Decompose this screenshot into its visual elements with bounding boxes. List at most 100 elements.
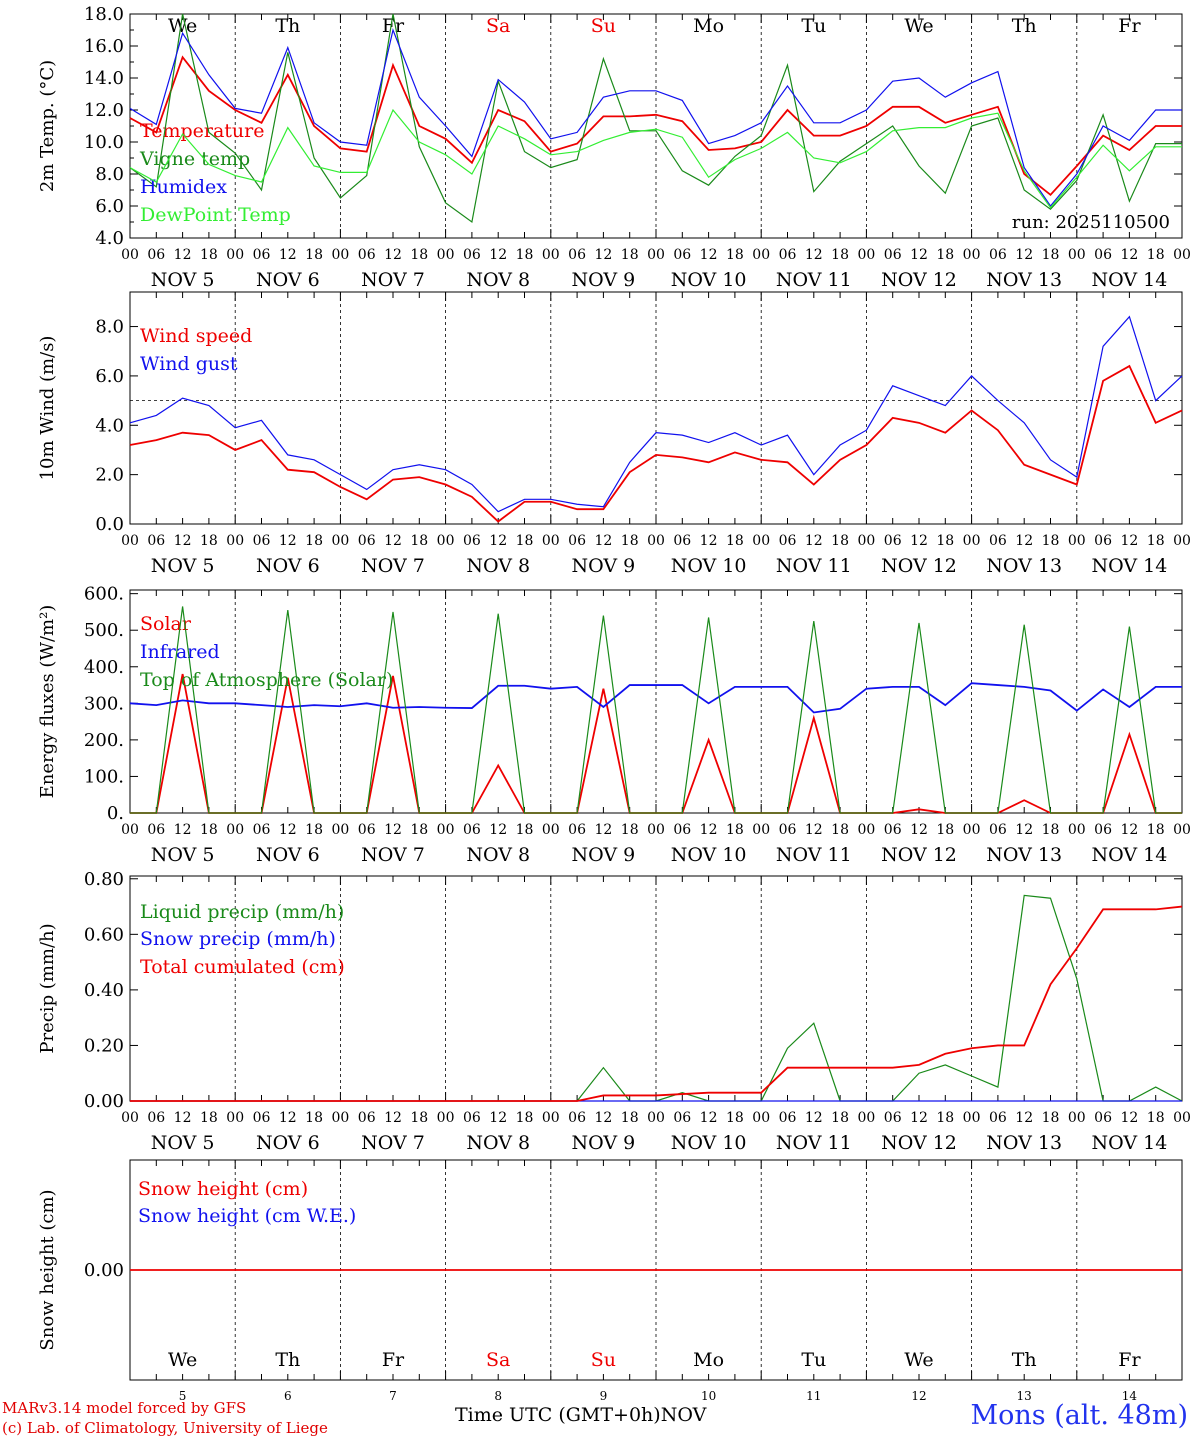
energy-date-label: NOV 5: [151, 844, 215, 866]
temp-ytick-label: 16.0: [84, 36, 124, 57]
x-axis-month: NOV: [660, 1404, 707, 1426]
energy-ytick-label: 400.: [84, 657, 124, 678]
precip-date-label: NOV 8: [466, 1132, 530, 1154]
wind-hour-label: 12: [594, 533, 612, 549]
wind-hour-label: 00: [857, 533, 875, 549]
temp-day-name: Th: [275, 15, 300, 37]
energy-legend-entry: Solar: [140, 613, 192, 635]
snow-day-name: Mo: [693, 1349, 724, 1371]
energy-hour-label: 00: [857, 822, 875, 838]
wind-hour-label: 00: [226, 533, 244, 549]
precip-date-label: NOV 12: [881, 1132, 957, 1154]
wind-hour-label: 18: [516, 533, 534, 549]
wind-date-label: NOV 5: [151, 555, 215, 577]
temp-ytick-label: 18.0: [84, 4, 124, 25]
wind-hour-label: 06: [1094, 533, 1112, 549]
energy-hour-label: 12: [384, 822, 402, 838]
temp-day-name: Th: [1012, 15, 1037, 37]
energy-hour-label: 06: [673, 822, 691, 838]
precip-hour-label: 18: [410, 1110, 428, 1126]
temp-hour-label: 18: [200, 247, 218, 263]
energy-legend-entry: Infrared: [140, 641, 220, 663]
wind-date-label: NOV 7: [361, 555, 425, 577]
snow-date-label: 6: [284, 1389, 292, 1403]
wind-hour-label: 00: [752, 533, 770, 549]
energy-date-label: NOV 7: [361, 844, 425, 866]
temp-hour-label: 18: [936, 247, 954, 263]
precip-hour-label: 00: [647, 1110, 665, 1126]
energy-hour-label: 12: [910, 822, 928, 838]
energy-ytick-label: 300.: [84, 693, 124, 714]
precip-hour-label: 18: [621, 1110, 639, 1126]
energy-hour-label: 18: [831, 822, 849, 838]
precip-date-label: NOV 13: [986, 1132, 1062, 1154]
wind-legend-entry: Wind speed: [140, 325, 252, 347]
temp-ytick-label: 14.0: [84, 68, 124, 89]
temp-day-name: Su: [591, 15, 616, 37]
x-axis-label: Time UTC (GMT+0h)NOV: [455, 1404, 706, 1426]
temp-hour-label: 00: [647, 247, 665, 263]
wind-date-label: NOV 13: [986, 555, 1062, 577]
temp-date-label: NOV 14: [1091, 269, 1167, 291]
energy-hour-label: 18: [1147, 822, 1165, 838]
wind-hour-label: 06: [147, 533, 165, 549]
precip-ytick-label: 0.20: [84, 1035, 124, 1056]
temp-hour-label: 00: [963, 247, 981, 263]
temp-legend-entry: Vigne temp: [139, 148, 250, 170]
energy-hour-label: 12: [700, 822, 718, 838]
temp-hour-label: 00: [437, 247, 455, 263]
temp-date-label: NOV 11: [776, 269, 852, 291]
energy-hour-label: 00: [1173, 822, 1191, 838]
snow-day-name: Th: [275, 1349, 300, 1371]
precip-ytick-label: 0.60: [84, 924, 124, 945]
temp-hour-label: 18: [516, 247, 534, 263]
temp-hour-label: 12: [174, 247, 192, 263]
wind-hour-label: 18: [621, 533, 639, 549]
temp-day-name: Fr: [382, 15, 405, 37]
wind-panel: 0.0 2.0 4.0 6.0 8.0 10m Wind (m/s) 00 06 12 18 00 0…: [37, 291, 1191, 577]
precip-hour-label: 00: [857, 1110, 875, 1126]
energy-ylabel: Energy fluxes (W/m²): [37, 605, 58, 799]
snow-date-label: 10: [701, 1389, 716, 1403]
precip-date-label: NOV 11: [776, 1132, 852, 1154]
energy-hour-label: 06: [779, 822, 797, 838]
energy-hour-label: 06: [884, 822, 902, 838]
energy-ytick-label: 100.: [84, 766, 124, 787]
wind-hour-label: 12: [1120, 533, 1138, 549]
lab-credit: (c) Lab. of Climatology, University of L…: [2, 1419, 328, 1437]
energy-hour-label: 12: [805, 822, 823, 838]
precip-hour-label: 12: [174, 1110, 192, 1126]
temp-hour-label: 12: [700, 247, 718, 263]
snow-day-name: Su: [591, 1349, 616, 1371]
temp-hour-label: 18: [726, 247, 744, 263]
precip-hour-label: 12: [489, 1110, 507, 1126]
energy-hour-label: 18: [305, 822, 323, 838]
energy-hour-label: 00: [1068, 822, 1086, 838]
energy-hour-label: 18: [410, 822, 428, 838]
energy-ytick-label: 500.: [84, 620, 124, 641]
energy-hour-label: 00: [437, 822, 455, 838]
temp-hour-label: 18: [305, 247, 323, 263]
precip-hour-label: 00: [226, 1110, 244, 1126]
wind-date-label: NOV 14: [1091, 555, 1167, 577]
station-name: Mons (alt. 48m): [970, 1400, 1188, 1431]
precip-hour-label: 06: [884, 1110, 902, 1126]
energy-hour-label: 00: [542, 822, 560, 838]
precip-panel: 0.00 0.20 0.40 0.60 0.80 Precip (mm/h) 00 06 12 1…: [37, 869, 1191, 1154]
wind-ylabel: 10m Wind (m/s): [37, 336, 58, 481]
temp-series-humidex: [129, 27, 1182, 207]
energy-hour-label: 18: [726, 822, 744, 838]
temp-hour-label: 00: [752, 247, 770, 263]
wind-hour-label: 12: [489, 533, 507, 549]
temp-hour-label: 00: [226, 247, 244, 263]
temp-series-temperature: [129, 55, 1182, 197]
temp-ytick-label: 4.0: [95, 228, 124, 249]
wind-ytick-label: 8.0: [95, 317, 124, 338]
snow-panel: 0.00 Snow height (cm) 5 6 7 8 9 10 11 12 13 14 We Th F…: [37, 1159, 1183, 1403]
wind-hour-label: 00: [963, 533, 981, 549]
temp-panel: 4.0 6.0 8.0 10.0 12.0 14.0 16.0 18.0 2m Temp. (°…: [37, 4, 1191, 291]
precip-hour-label: 12: [594, 1110, 612, 1126]
energy-hour-label: 12: [594, 822, 612, 838]
temp-hour-label: 18: [621, 247, 639, 263]
temp-hour-label: 18: [410, 247, 428, 263]
